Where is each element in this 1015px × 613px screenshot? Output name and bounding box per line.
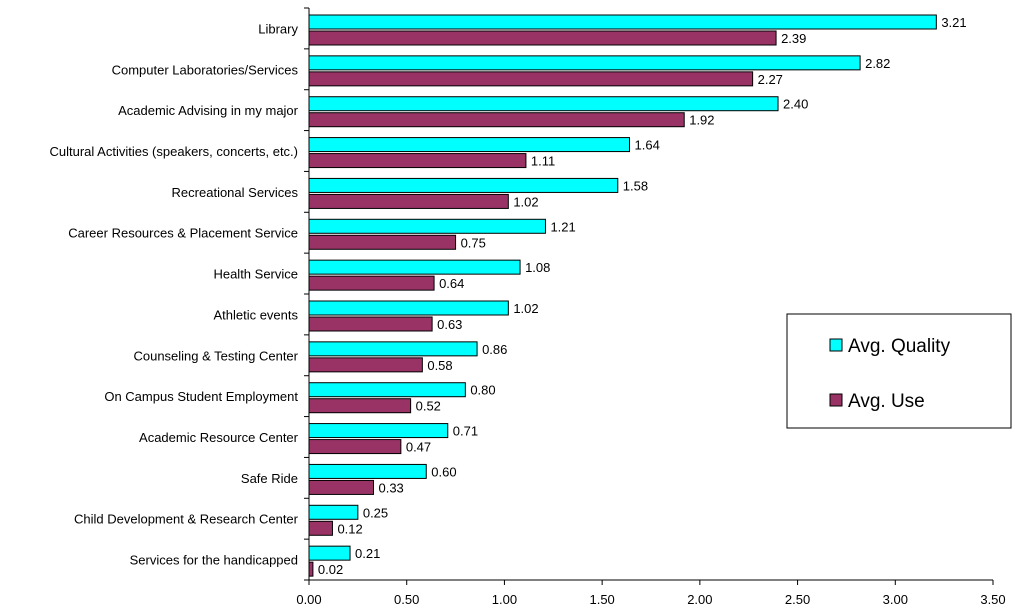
x-tick-label: 0.00 [296,592,321,607]
x-tick-label: 1.50 [589,592,614,607]
bar-use [308,112,685,128]
category-label: Services for the handicapped [130,553,298,568]
legend-swatch-use [829,393,843,407]
data-label: 0.75 [461,235,486,250]
x-tick-label: 2.50 [785,592,810,607]
data-label: 0.63 [437,317,462,332]
category-label: Safe Ride [241,471,298,486]
data-label: 0.21 [355,546,380,561]
x-tick-label: 2.00 [687,592,712,607]
data-label: 0.64 [439,276,464,291]
bar-quality [308,177,619,193]
category-label: Athletic events [213,307,298,322]
bar-quality [308,423,449,439]
data-label: 2.40 [783,97,808,112]
data-label: 3.21 [941,15,966,30]
data-label: 0.52 [416,399,441,414]
bar-use [308,561,314,577]
data-label: 0.47 [406,440,431,455]
bar-use [308,439,402,455]
data-label: 2.27 [758,72,783,87]
x-tick-label: 3.50 [980,592,1005,607]
legend-label-use: Avg. Use [848,391,925,412]
bar-use [308,479,374,495]
bar-use [308,520,333,536]
bar-use [308,71,754,87]
bars-layer: 3.21 2.39 2.82 2.272.40 1.92 1.64 1.11 1.58 1.02… [308,14,967,577]
bar-quality [308,218,546,234]
category-label: Career Resources & Placement Service [68,226,298,241]
data-label: 0.02 [318,562,343,577]
bar-quality [308,14,937,30]
bar-quality [308,55,861,71]
bar-quality [308,137,631,153]
bar-use [308,30,777,46]
axes-layer: Library Computer Laboratories/Services Aca… [49,7,1006,607]
data-label: 1.08 [525,260,550,275]
legend-label-quality: Avg. Quality [848,336,951,357]
bar-quality [308,300,509,316]
data-label: 1.64 [635,138,660,153]
bar-quality [308,96,779,112]
bar-quality [308,382,466,398]
data-label: 0.12 [337,521,362,536]
legend-box [786,313,1012,429]
x-tick-label: 1.00 [492,592,517,607]
bar-use [308,153,527,169]
category-label: Cultural Activities (speakers, concerts,… [49,144,298,159]
category-label: Library [258,21,298,36]
data-label: 0.60 [431,464,456,479]
bar-quality [308,463,427,479]
bar-quality [308,341,478,357]
data-label: 1.11 [531,154,555,169]
category-label: Recreational Services [172,185,299,200]
legend-swatch-quality [829,338,843,352]
bar-quality [308,504,359,520]
bar-use [308,316,433,332]
data-label: 1.02 [513,301,538,316]
data-label: 2.39 [781,31,806,46]
x-tick-label: 3.00 [883,592,908,607]
data-label: 0.33 [378,480,403,495]
legend: Avg. Quality Avg. Use [786,313,1012,429]
data-label: 0.25 [363,505,388,520]
category-label: Academic Advising in my major [118,103,299,118]
bar-use [308,357,423,373]
bar-use [308,193,509,209]
data-label: 1.21 [550,219,575,234]
data-label: 1.92 [689,113,714,128]
bar-quality [308,259,521,275]
category-label: On Campus Student Employment [104,389,298,404]
data-label: 0.71 [453,424,478,439]
data-label: 1.02 [513,194,538,209]
data-label: 0.58 [427,358,452,373]
category-label: Academic Resource Center [139,430,299,445]
data-label: 0.86 [482,342,507,357]
data-label: 1.58 [623,178,648,193]
category-label: Child Development & Research Center [74,512,299,527]
bar-use [308,234,457,250]
category-label: Counseling & Testing Center [133,348,298,363]
data-label: 0.80 [470,383,495,398]
bar-use [308,398,412,414]
data-label: 2.82 [865,56,890,71]
bar-use [308,275,435,291]
x-tick-label: 0.50 [394,592,419,607]
category-label: Health Service [213,267,298,282]
bar-quality [308,545,351,561]
category-label: Computer Laboratories/Services [112,62,299,77]
